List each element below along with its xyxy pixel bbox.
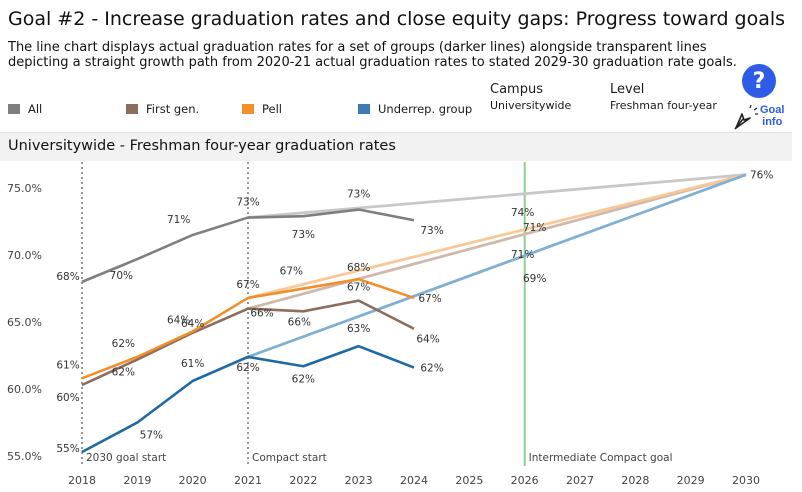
line-chart: 55.0% 60.0% 65.0% 70.0% 75.0% 2018 2019 2020 202…	[7, 162, 773, 487]
intermediate-goal-label: 74%	[511, 207, 534, 219]
chart-header: Universitywide - Freshman four-year grad…	[0, 132, 792, 161]
legend-item-underrep[interactable]: Underrep. group	[358, 102, 472, 116]
data-label: 66%	[288, 316, 311, 328]
data-label: 57%	[140, 430, 163, 442]
x-tick-label: 2019	[123, 474, 151, 487]
data-label: 73%	[420, 225, 443, 237]
campus-filter-label: Campus	[490, 82, 543, 97]
legend-item-pell[interactable]: Pell	[242, 102, 282, 116]
reference-line-label: Compact start	[252, 452, 327, 464]
data-label: 70%	[110, 270, 133, 282]
x-tick-label: 2026	[511, 474, 539, 487]
x-tick-label: 2022	[289, 474, 317, 487]
campus-filter[interactable]: Campus Universitywide	[490, 82, 571, 112]
x-tick-label: 2023	[345, 474, 373, 487]
cursor-click-icon	[734, 104, 758, 130]
x-tick-label: 2024	[400, 474, 428, 487]
data-label: 62%	[236, 362, 259, 374]
legend-label: Pell	[262, 102, 282, 116]
x-tick-label: 2029	[677, 474, 705, 487]
chart-description: The line chart displays actual graduatio…	[8, 40, 737, 70]
series-line	[81, 208, 415, 284]
data-label: 68%	[56, 271, 79, 283]
chart-header-title: Universitywide - Freshman four-year grad…	[8, 138, 396, 154]
data-label: 61%	[181, 358, 204, 370]
y-tick-label: 60.0%	[7, 383, 42, 396]
data-label: 64%	[416, 334, 439, 346]
data-label: 71%	[167, 214, 190, 226]
goal-path-line	[247, 173, 747, 219]
x-tick-label: 2018	[68, 474, 96, 487]
goal-info-label: Goal info	[760, 104, 785, 128]
question-mark-icon[interactable]: ?	[742, 64, 776, 98]
data-label: 67%	[347, 282, 370, 294]
x-tick-label: 2027	[566, 474, 594, 487]
level-filter-label: Level	[610, 82, 645, 97]
data-label: 67%	[418, 293, 441, 305]
goal-path-line	[247, 173, 747, 311]
reference-line-label: Intermediate Compact goal	[529, 452, 673, 464]
x-tick-label: 2030	[732, 474, 760, 487]
series-line	[81, 344, 415, 454]
data-label: 67%	[280, 266, 303, 278]
y-tick-label: 65.0%	[7, 316, 42, 329]
legend-label: First gen.	[146, 102, 200, 116]
y-tick-label: 70.0%	[7, 249, 42, 262]
data-label: 62%	[112, 367, 135, 379]
legend-swatch-all	[8, 104, 20, 114]
data-label: 62%	[292, 373, 315, 385]
data-label: 60%	[56, 392, 79, 404]
reference-line-label: 2030 goal start	[86, 452, 166, 464]
data-label: 55%	[56, 443, 79, 455]
y-tick-label: 55.0%	[7, 450, 42, 463]
x-tick-label: 2028	[621, 474, 649, 487]
data-label: 67%	[236, 279, 259, 291]
legend-swatch-underrep	[358, 104, 370, 114]
series-line	[81, 277, 415, 380]
campus-filter-value: Universitywide	[490, 99, 572, 112]
data-label: 62%	[420, 363, 443, 375]
intermediate-goal-label: 71%	[523, 222, 546, 234]
data-label: 62%	[112, 338, 135, 350]
data-label: 64%	[167, 314, 190, 326]
data-label: 64%	[181, 318, 204, 330]
series-line	[81, 299, 415, 387]
goal-info-button[interactable]: Goal info	[730, 104, 790, 132]
page-title: Goal #2 - Increase graduation rates and …	[8, 8, 786, 30]
y-tick-label: 75.0%	[7, 182, 42, 195]
legend-item-all[interactable]: All	[8, 102, 42, 116]
legend-swatch-pell	[242, 104, 254, 114]
x-tick-label: 2025	[455, 474, 483, 487]
legend-item-first-gen[interactable]: First gen.	[126, 102, 199, 116]
data-label: 73%	[292, 229, 315, 241]
goal-path-line	[247, 173, 747, 300]
data-label: 61%	[56, 359, 79, 371]
goal-end-label: 76%	[750, 170, 773, 182]
data-label: 63%	[347, 323, 370, 335]
legend-swatch-first-gen	[126, 104, 138, 114]
legend-label: Underrep. group	[378, 102, 473, 116]
goal-path-line	[247, 173, 747, 359]
level-filter[interactable]: Level Freshman four-year	[610, 82, 717, 112]
level-filter-value: Freshman four-year	[610, 99, 717, 112]
data-label: 73%	[236, 197, 259, 209]
intermediate-goal-label: 69%	[523, 273, 546, 285]
x-tick-label: 2021	[234, 474, 262, 487]
x-tick-label: 2020	[179, 474, 207, 487]
data-label: 73%	[347, 189, 370, 201]
intermediate-goal-label: 71%	[511, 249, 534, 261]
data-label: 66%	[250, 308, 273, 320]
data-label: 68%	[347, 262, 370, 274]
legend-label: All	[28, 102, 43, 116]
